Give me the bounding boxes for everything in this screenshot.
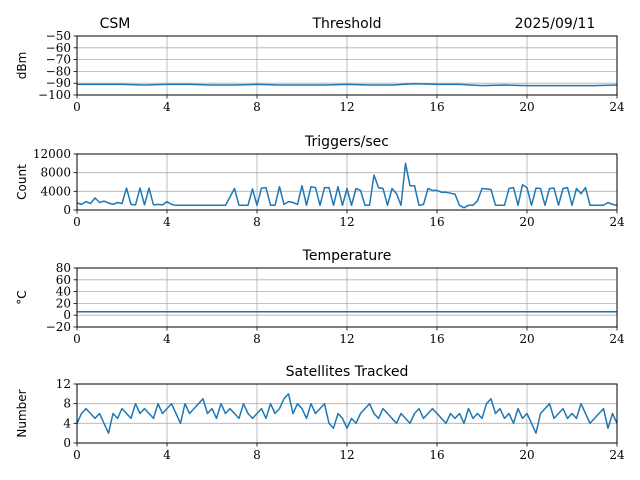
x-tick-label: 12 (339, 100, 354, 114)
x-tick-label: 8 (253, 448, 261, 462)
y-tick-label: −100 (38, 88, 71, 102)
x-tick-label: 0 (73, 332, 81, 346)
x-tick-label: 24 (609, 448, 625, 462)
x-tick-label: 20 (519, 332, 534, 346)
y-tick-label: 0 (63, 308, 71, 322)
x-tick-label: 0 (73, 215, 81, 229)
x-tick-label: 24 (609, 100, 625, 114)
y-axis-label: dBm (15, 52, 29, 80)
figure-left-title: CSM (100, 16, 131, 32)
y-tick-label: 12 (56, 377, 71, 391)
y-tick-label: −90 (46, 76, 71, 90)
y-axis-label: Count (15, 164, 29, 200)
x-tick-label: 0 (73, 100, 81, 114)
x-tick-label: 16 (429, 448, 444, 462)
y-axis-label: °C (15, 290, 29, 304)
x-tick-label: 20 (519, 100, 534, 114)
y-tick-label: −20 (46, 320, 71, 334)
series-line (77, 83, 618, 87)
subplot-title: Triggers/sec (304, 134, 389, 150)
y-tick-label: 0 (63, 436, 71, 450)
x-tick-label: 8 (253, 100, 261, 114)
y-tick-label: 4000 (40, 184, 71, 198)
y-tick-label: 8000 (40, 166, 71, 180)
y-tick-label: −60 (46, 41, 71, 55)
x-tick-label: 20 (519, 215, 534, 229)
x-tick-label: 4 (163, 100, 171, 114)
subplot-title: Satellites Tracked (286, 364, 409, 380)
y-tick-label: 12000 (33, 147, 71, 161)
subplot-1: 0 4 8 12 16 20 24 0 4000 8000 12000 Triggers/sec Cou… (15, 134, 625, 229)
subplot-0: 0 4 8 12 16 20 24 −50−60−70−80−90−100 Threshold d… (15, 16, 625, 114)
x-tick-label: 16 (429, 332, 444, 346)
x-tick-label: 4 (163, 215, 171, 229)
x-tick-label: 12 (339, 215, 354, 229)
figure-date-title: 2025/09/11 (515, 16, 596, 32)
y-tick-label: 40 (56, 285, 71, 299)
x-tick-label: 12 (339, 332, 354, 346)
x-tick-label: 12 (339, 448, 354, 462)
series-line (76, 393, 618, 434)
series-line (76, 162, 618, 209)
x-tick-label: 8 (253, 215, 261, 229)
x-tick-label: 4 (163, 448, 171, 462)
x-tick-label: 16 (429, 215, 444, 229)
x-tick-label: 16 (429, 100, 444, 114)
y-tick-label: 20 (56, 296, 71, 310)
y-tick-label: 8 (63, 397, 71, 411)
x-tick-label: 20 (519, 448, 534, 462)
x-tick-label: 24 (609, 332, 625, 346)
subplot-title: Temperature (302, 248, 392, 264)
x-tick-label: 4 (163, 332, 171, 346)
y-tick-label: −80 (46, 64, 71, 78)
y-axis-label: Number (15, 389, 29, 437)
subplot-title: Threshold (312, 16, 382, 32)
x-tick-label: 24 (609, 215, 625, 229)
subplot-3: 0 4 8 12 16 20 24 0 4 8 12 Satellites Tracked Number (15, 364, 625, 462)
y-tick-label: −50 (46, 29, 71, 43)
y-tick-label: 0 (63, 203, 71, 217)
x-tick-label: 0 (73, 448, 81, 462)
y-tick-label: 60 (56, 273, 71, 287)
y-tick-label: 80 (56, 261, 71, 275)
x-tick-label: 8 (253, 332, 261, 346)
y-tick-label: 4 (63, 416, 71, 430)
y-tick-label: −70 (46, 53, 71, 67)
